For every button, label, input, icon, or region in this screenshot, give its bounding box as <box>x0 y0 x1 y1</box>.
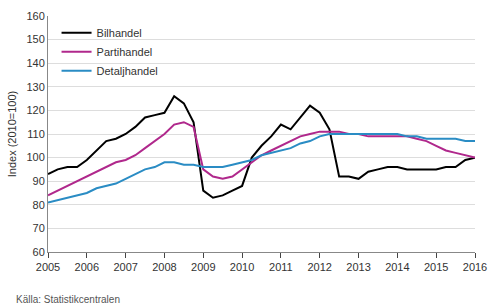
svg-text:2009: 2009 <box>191 261 215 273</box>
svg-text:100: 100 <box>26 151 44 163</box>
svg-text:Detaljhandel: Detaljhandel <box>97 65 158 77</box>
svg-text:2016: 2016 <box>463 261 487 273</box>
svg-text:2011: 2011 <box>269 261 293 273</box>
svg-text:110: 110 <box>27 128 45 140</box>
svg-text:2008: 2008 <box>152 261 176 273</box>
svg-text:80: 80 <box>33 199 45 211</box>
svg-text:Bilhandel: Bilhandel <box>97 27 142 39</box>
svg-text:140: 140 <box>26 57 44 69</box>
svg-text:90: 90 <box>33 175 45 187</box>
svg-text:130: 130 <box>26 81 44 93</box>
svg-text:150: 150 <box>26 33 44 45</box>
svg-text:2005: 2005 <box>36 261 60 273</box>
svg-text:2013: 2013 <box>346 261 370 273</box>
svg-text:2012: 2012 <box>307 261 331 273</box>
svg-text:Källa: Statistikcentralen: Källa: Statistikcentralen <box>16 294 120 304</box>
svg-text:60: 60 <box>33 246 45 258</box>
svg-text:2015: 2015 <box>424 261 448 273</box>
svg-text:2007: 2007 <box>113 261 137 273</box>
svg-text:2014: 2014 <box>385 261 409 273</box>
svg-text:70: 70 <box>33 222 45 234</box>
svg-text:160: 160 <box>26 10 44 22</box>
svg-text:2010: 2010 <box>230 261 254 273</box>
svg-text:2006: 2006 <box>75 261 99 273</box>
svg-text:Index (2010=100): Index (2010=100) <box>6 91 18 178</box>
svg-text:120: 120 <box>26 104 44 116</box>
svg-text:Partihandel: Partihandel <box>97 46 153 58</box>
